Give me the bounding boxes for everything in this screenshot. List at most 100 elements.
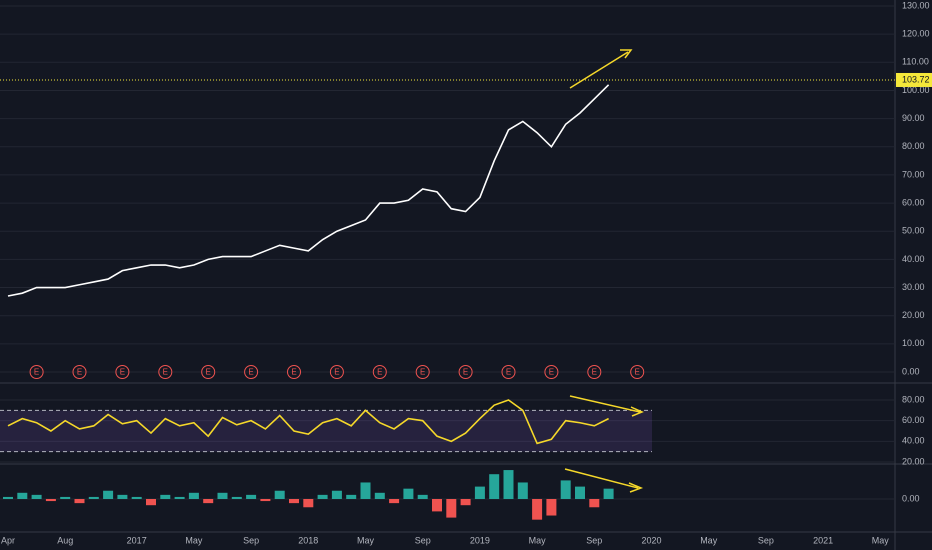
earnings-label: E <box>248 368 253 377</box>
histogram-bar <box>274 490 285 499</box>
histogram-bar <box>489 474 500 499</box>
x-tick-label: Aug <box>57 535 73 545</box>
earnings-label: E <box>291 368 296 377</box>
histogram-bar <box>160 494 171 499</box>
y-tick-label: 40.00 <box>902 254 925 264</box>
x-tick-label: May <box>872 535 890 545</box>
y-tick-label: 100.00 <box>902 85 930 95</box>
arrow-head <box>630 406 644 417</box>
earnings-label: E <box>77 368 82 377</box>
earnings-marker <box>287 365 301 379</box>
histogram-bar <box>331 490 342 499</box>
earnings-marker <box>501 365 516 379</box>
earnings-marker <box>372 365 387 379</box>
histogram-bar <box>3 496 13 499</box>
histogram-bar <box>88 496 99 499</box>
earnings-marker <box>544 365 559 379</box>
earnings-marker <box>115 365 130 379</box>
earnings-marker <box>29 365 44 379</box>
earnings-marker <box>244 365 259 379</box>
y-tick-label: 90.00 <box>902 113 925 123</box>
histogram-bar <box>589 499 600 508</box>
histogram-bar <box>503 470 514 499</box>
last-price-box <box>896 72 932 87</box>
histogram-bar <box>603 488 614 499</box>
trend-arrow <box>564 468 639 489</box>
histogram-bar <box>217 492 228 499</box>
histogram-bar <box>346 494 357 499</box>
histogram-bar <box>417 494 428 499</box>
x-tick-label: Sep <box>586 535 602 545</box>
y-tick-label: 30.00 <box>902 282 925 292</box>
histogram-bar <box>289 499 299 504</box>
x-tick-label: Sep <box>243 535 259 545</box>
x-tick-label: May <box>529 535 547 545</box>
earnings-marker <box>630 365 645 379</box>
x-tick-label: May <box>700 535 718 545</box>
earnings-label: E <box>463 368 468 377</box>
y-tick-label: 60.00 <box>902 197 925 207</box>
histogram-bar <box>474 486 485 499</box>
x-tick-label: 2019 <box>470 535 490 545</box>
histogram-bar <box>460 499 471 506</box>
last-price-label: 103.72 <box>902 74 930 84</box>
earnings-marker <box>329 365 344 379</box>
histogram-bar <box>303 499 314 508</box>
y-tick-label: 20.00 <box>902 310 925 320</box>
x-tick-label: 2021 <box>813 535 833 545</box>
earnings-marker <box>458 365 473 379</box>
arrow-head <box>620 49 633 59</box>
x-tick-label: Sep <box>758 535 774 545</box>
earnings-marker <box>158 365 173 379</box>
histogram-bar <box>174 496 185 499</box>
histogram-bar <box>432 499 442 512</box>
x-tick-label: 2020 <box>641 535 661 545</box>
histogram-bar <box>103 490 114 499</box>
histogram-bar <box>117 494 128 499</box>
earnings-label: E <box>120 368 125 377</box>
earnings-label: E <box>34 368 39 377</box>
earnings-marker <box>201 365 216 379</box>
x-tick-label: 2018 <box>298 535 318 545</box>
histogram-bar <box>131 496 142 499</box>
histogram-bar <box>546 499 557 516</box>
earnings-marker <box>72 365 87 379</box>
y-tick-label: 0.00 <box>902 366 920 376</box>
earnings-label: E <box>420 368 425 377</box>
y-tick-label: 130.00 <box>902 0 930 10</box>
earnings-label: E <box>377 368 382 377</box>
histogram-bar <box>146 499 156 506</box>
histogram-bar <box>374 492 385 499</box>
y-tick-label: 40.00 <box>902 436 925 446</box>
earnings-label: E <box>206 368 211 377</box>
histogram-bar <box>246 494 257 499</box>
earnings-label: E <box>549 368 554 377</box>
histogram-bar <box>260 499 271 502</box>
x-tick-label: 2017 <box>127 535 147 545</box>
earnings-marker <box>587 365 602 379</box>
histogram-bar <box>532 499 543 520</box>
earnings-marker <box>415 365 430 379</box>
histogram-bar <box>389 499 400 504</box>
histogram-bar <box>203 499 214 504</box>
rsi-band <box>0 410 652 452</box>
histogram-bar <box>45 499 56 502</box>
histogram-bar <box>360 482 371 499</box>
trend-arrow <box>569 395 641 413</box>
histogram-bar <box>231 496 242 499</box>
earnings-label: E <box>635 368 640 377</box>
earnings-label: E <box>334 368 339 377</box>
y-tick-label: 80.00 <box>902 141 925 151</box>
y-tick-label: 110.00 <box>902 57 929 67</box>
histogram-bar <box>517 482 528 499</box>
histogram-bar <box>560 480 571 499</box>
y-tick-label: 70.00 <box>902 169 925 179</box>
trend-arrow <box>569 51 629 89</box>
y-tick-label: 10.00 <box>902 338 925 348</box>
earnings-label: E <box>163 368 168 377</box>
series-line <box>7 84 610 297</box>
x-tick-label: Apr <box>1 535 15 545</box>
y-tick-label: 60.00 <box>902 415 925 425</box>
